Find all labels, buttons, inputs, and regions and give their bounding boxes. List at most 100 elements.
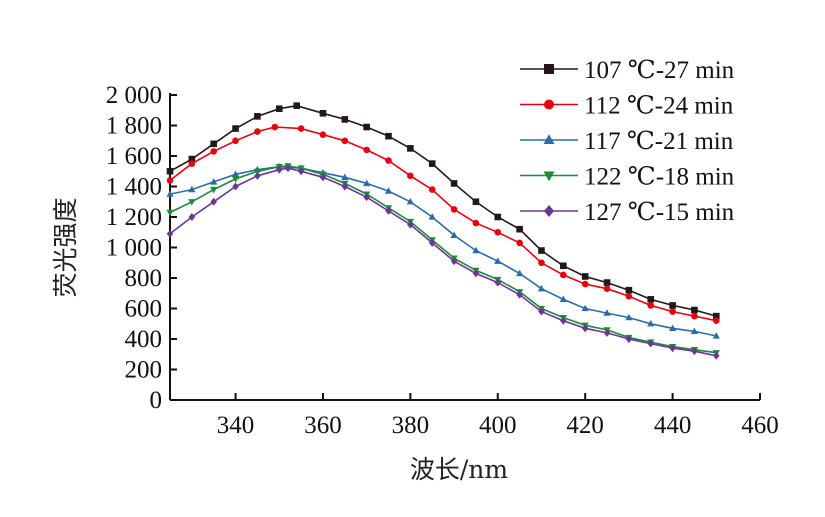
y-tick-label: 400 — [125, 326, 163, 353]
series-line — [169, 165, 717, 354]
x-tick-label: 420 — [566, 412, 604, 439]
data-point — [691, 312, 698, 320]
legend-label: 117 ℃-21 min — [584, 128, 734, 155]
data-point — [232, 182, 239, 191]
data-point — [603, 279, 611, 286]
data-point — [690, 327, 699, 335]
x-axis-title: 波长/nm — [410, 455, 509, 484]
data-point — [210, 178, 218, 185]
data-point — [166, 229, 174, 238]
data-point — [428, 238, 436, 247]
data-point — [341, 137, 349, 145]
data-point — [341, 182, 349, 191]
data-point — [668, 324, 677, 331]
legend-label: 127 ℃-15 min — [584, 199, 735, 226]
series-line — [169, 167, 717, 357]
data-point — [560, 262, 567, 270]
y-tick-label: 0 — [150, 387, 163, 414]
data-point — [472, 198, 480, 206]
data-point — [625, 313, 633, 321]
series-lines — [166, 102, 720, 360]
data-point — [166, 209, 174, 217]
data-point — [319, 131, 327, 138]
data-point — [560, 271, 567, 279]
x-tick-label: 440 — [654, 412, 692, 439]
data-point — [297, 125, 305, 132]
data-point — [428, 160, 436, 167]
data-point — [188, 213, 196, 221]
data-point — [319, 173, 327, 182]
data-point — [494, 213, 502, 221]
data-point — [625, 335, 633, 343]
legend-item: 112 ℃-24 min — [520, 93, 734, 120]
data-point — [712, 332, 720, 339]
data-point — [712, 351, 720, 360]
data-point — [537, 284, 546, 292]
data-point — [384, 187, 393, 194]
data-point — [363, 179, 371, 187]
data-point — [472, 246, 480, 254]
x-tick-label: 380 — [392, 412, 430, 439]
y-tick-label: 1 400 — [106, 174, 162, 201]
data-point — [275, 165, 283, 174]
data-point — [560, 316, 567, 325]
data-point — [254, 113, 261, 120]
legend-marker — [544, 64, 554, 74]
data-point — [210, 148, 218, 155]
legend-marker — [544, 205, 554, 217]
y-tick-label: 1 000 — [106, 235, 162, 262]
series-4 — [166, 163, 720, 357]
data-point — [581, 304, 589, 312]
data-point — [210, 140, 218, 148]
data-point — [516, 225, 523, 233]
data-point — [341, 173, 349, 180]
data-point — [450, 206, 458, 213]
data-point — [385, 206, 392, 215]
y-tick-label: 1 800 — [106, 113, 162, 140]
data-point — [271, 123, 279, 131]
data-point — [231, 170, 240, 177]
legend-item: 127 ℃-15 min — [520, 199, 735, 226]
y-tick-label: 800 — [125, 265, 163, 292]
data-point — [407, 145, 414, 152]
data-point — [472, 269, 480, 278]
legend-item: 107 ℃-27 min — [520, 57, 735, 84]
legend-item: 122 ℃-18 min — [520, 164, 735, 191]
data-point — [293, 102, 301, 109]
data-point — [284, 164, 292, 173]
data-point — [603, 309, 611, 316]
data-point — [188, 185, 196, 193]
data-point — [341, 116, 349, 123]
y-ticks: 0 200 400 600 800 1 000 1 200 1 400 1 600 1 800 2 … — [106, 82, 177, 414]
data-point — [669, 344, 676, 353]
legend-label: 107 ℃-27 min — [584, 57, 735, 84]
data-point — [275, 105, 283, 113]
data-point — [319, 110, 327, 117]
data-point — [450, 180, 458, 187]
data-point — [516, 239, 523, 247]
x-ticks: 340 360 380 400 420 440 460 — [217, 393, 779, 439]
data-point — [669, 302, 676, 309]
data-point — [210, 197, 218, 206]
data-point — [691, 306, 698, 314]
y-tick-label: 1 200 — [106, 204, 162, 231]
series-5 — [166, 164, 720, 360]
data-point — [559, 295, 567, 302]
data-point — [188, 160, 196, 167]
series-line — [169, 104, 717, 317]
legend-marker — [543, 171, 555, 182]
data-point — [253, 168, 262, 176]
data-point — [406, 197, 415, 205]
data-point — [603, 328, 611, 337]
data-point — [647, 319, 655, 327]
data-point — [385, 157, 392, 164]
data-point — [494, 228, 502, 236]
data-point — [581, 280, 589, 288]
y-tick-label: 600 — [125, 296, 163, 323]
data-point — [669, 308, 676, 315]
data-point — [647, 302, 655, 309]
data-point — [494, 257, 502, 264]
data-point — [166, 177, 174, 184]
y-axis-title: 荧光强度 — [51, 197, 80, 297]
